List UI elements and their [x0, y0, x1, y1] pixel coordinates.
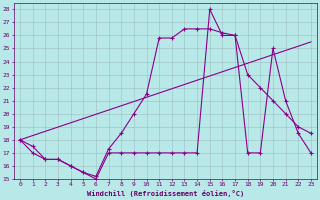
X-axis label: Windchill (Refroidissement éolien,°C): Windchill (Refroidissement éolien,°C): [87, 190, 244, 197]
